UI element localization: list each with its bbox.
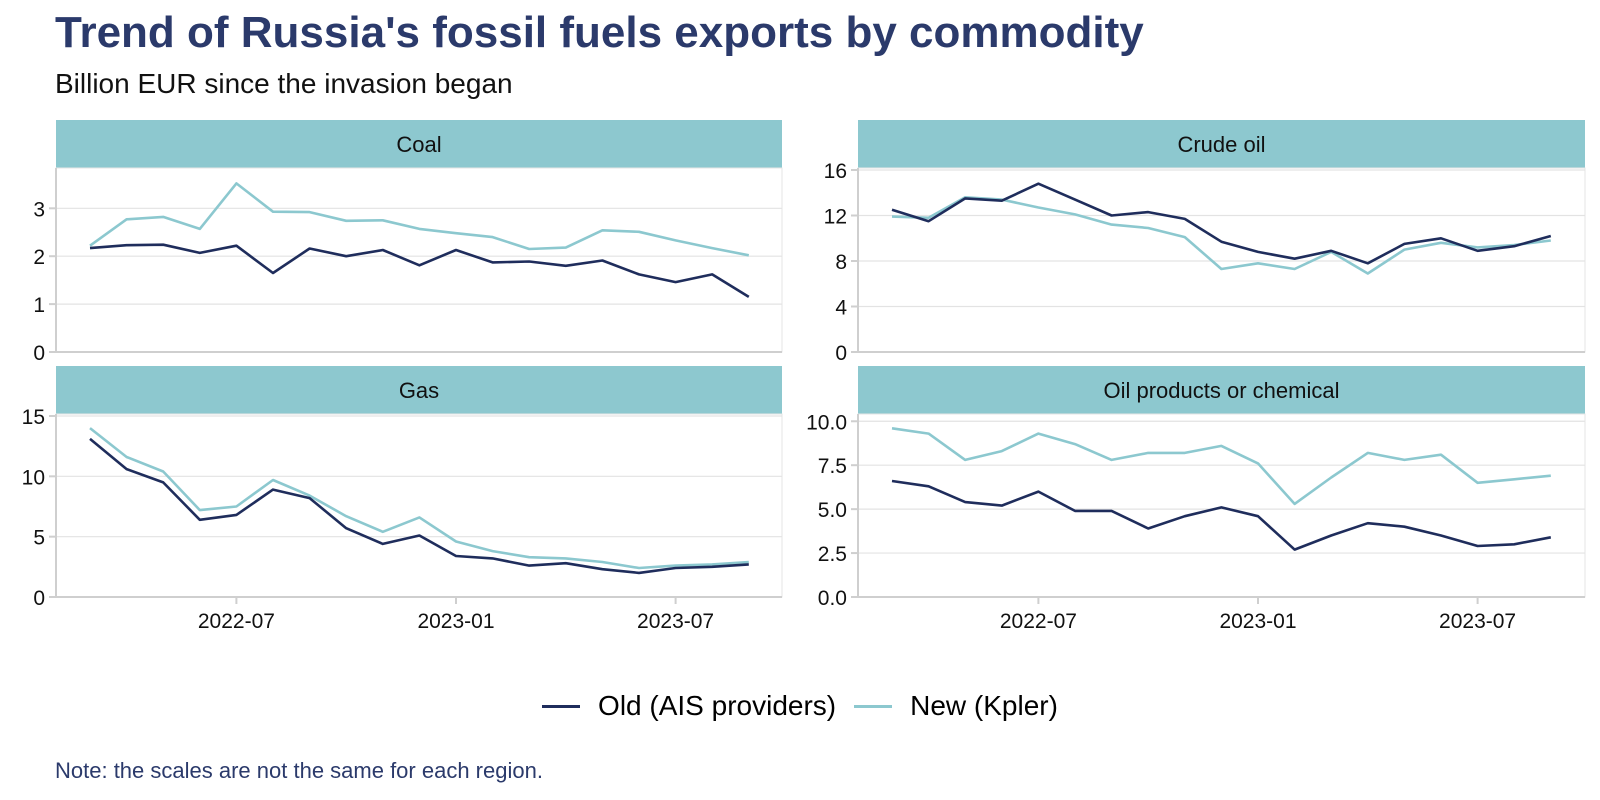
x-tick-label: 2023-07 [637,610,714,633]
y-tick-label: 0 [33,342,45,365]
y-tick-label: 0 [835,342,847,365]
y-tick-label: 10 [22,466,45,489]
legend-item-new: New (Kpler) [854,690,1058,722]
series-line-old [89,243,750,299]
y-tick-label: 5 [33,527,45,550]
y-tick-label: 16 [824,160,847,183]
series-line-new [89,182,750,257]
y-tick-label: 1 [33,294,45,317]
series-line-new [89,427,749,570]
x-tick-label: 2023-01 [1219,610,1296,633]
facet-title: Crude oil [1177,132,1265,157]
series-line-new [891,196,1551,275]
x-tick-label: 2023-07 [1439,610,1516,633]
y-tick-label: 2.5 [818,543,847,566]
legend-label-new: New (Kpler) [910,690,1058,721]
facet-strip-0 [56,120,782,168]
facet-strip-1 [858,120,1585,168]
facet-title: Oil products or chemical [1104,378,1340,403]
facet-strip-3 [858,366,1585,414]
y-tick-label: 7.5 [818,455,847,478]
x-tick-label: 2023-01 [417,610,494,633]
y-tick-label: 5.0 [818,499,847,522]
x-tick-label: 2022-07 [198,610,275,633]
series-line-old [89,437,749,575]
panel-border [55,167,783,353]
legend: Old (AIS providers) New (Kpler) [0,690,1600,722]
legend-swatch-old [542,704,581,708]
legend-swatch-new [854,704,893,708]
y-tick-label: 3 [33,198,45,221]
legend-item-old: Old (AIS providers) [542,690,836,722]
y-tick-label: 0 [33,587,45,610]
facet-title: Gas [399,378,439,403]
y-tick-label: 10.0 [806,411,847,434]
chart-title: Trend of Russia's fossil fuels exports b… [55,8,1144,57]
series-line-old [891,182,1552,265]
x-tick-label: 2022-07 [1000,610,1077,633]
y-tick-label: 12 [824,206,847,229]
panel-border [857,413,1586,598]
y-tick-label: 2 [33,246,45,269]
series-line-new [891,427,1551,506]
footnote: Note: the scales are not the same for ea… [55,758,543,783]
y-tick-label: 0.0 [818,587,847,610]
series-line-old [891,479,1552,551]
y-tick-label: 8 [835,251,847,274]
legend-label-old: Old (AIS providers) [598,690,837,721]
y-tick-label: 4 [835,297,847,320]
panel-border [857,167,1586,353]
chart-subtitle: Billion EUR since the invasion began [55,68,513,99]
facet-title: Coal [396,132,441,157]
y-tick-label: 15 [22,406,45,429]
facet-strip-2 [56,366,782,414]
